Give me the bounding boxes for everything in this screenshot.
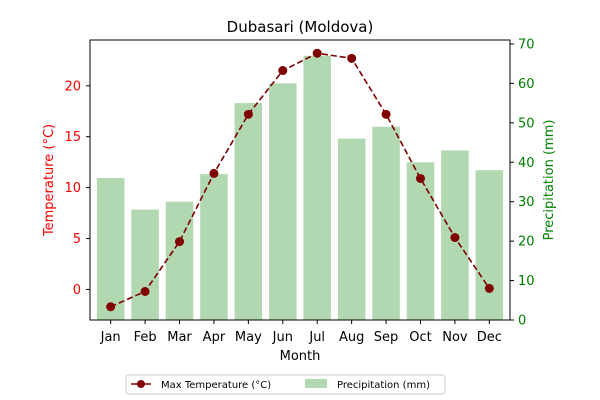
- y-right-tick-label: 20: [518, 235, 535, 250]
- temperature-point-apr: [209, 168, 219, 178]
- y-right-tick-label: 50: [518, 116, 535, 131]
- y-left-tick-label: 10: [64, 181, 81, 196]
- y-axis-left: 0 5 10 15 20: [64, 79, 90, 298]
- legend-frame: [125, 374, 446, 395]
- y-left-tick-label: 0: [73, 283, 81, 298]
- precipitation-bars: [96, 55, 504, 321]
- y-right-tick-label: 10: [518, 274, 535, 289]
- temperature-point-jun: [278, 66, 288, 76]
- precip-bar-oct: [406, 162, 435, 320]
- temperature-point-mar: [175, 237, 185, 247]
- x-tick-label: Jan: [100, 330, 121, 345]
- x-tick-label: Sep: [374, 330, 399, 345]
- temperature-line: [106, 48, 494, 312]
- legend-bar-swatch: [305, 379, 327, 388]
- x-tick-label: Dec: [477, 330, 502, 345]
- y-axis-right: 0 10 20 30 40 50 60 70: [510, 37, 535, 329]
- precip-bar-may: [234, 103, 263, 320]
- x-tick-label: Aug: [339, 330, 364, 345]
- x-tick-label: Oct: [409, 330, 431, 345]
- x-axis: Jan Feb Mar Apr May Jun Jul Aug Sep Oct Nov Dec: [100, 320, 502, 345]
- temperature-point-aug: [347, 53, 357, 63]
- precip-bar-aug: [337, 138, 366, 320]
- x-tick-label: Apr: [203, 330, 226, 345]
- temperature-point-jan: [106, 302, 116, 312]
- temperature-point-oct: [415, 173, 425, 183]
- y-left-tick-label: 5: [73, 232, 81, 247]
- legend: Max Temperature (°C) Precipitation (mm): [125, 374, 446, 395]
- legend-label-precipitation: Precipitation (mm): [337, 380, 430, 391]
- temperature-point-jul: [312, 48, 322, 58]
- temperature-point-nov: [450, 233, 460, 243]
- temperature-line-path: [110, 52, 491, 308]
- legend-label-temperature: Max Temperature (°C): [161, 380, 271, 391]
- precip-bar-jan: [96, 178, 125, 320]
- precip-bar-sep: [372, 126, 400, 321]
- y-axis-right-label: Precipitation (mm): [542, 120, 557, 241]
- y-right-tick-label: 70: [518, 37, 535, 52]
- legend-marker-swatch: [137, 380, 145, 388]
- precip-bar-jun: [269, 83, 297, 320]
- x-tick-label: May: [235, 330, 262, 345]
- y-right-tick-label: 30: [518, 195, 535, 210]
- precip-bar-apr: [200, 174, 228, 320]
- temperature-point-sep: [381, 109, 391, 119]
- x-axis-label: Month: [280, 349, 321, 364]
- temperature-point-dec: [484, 283, 494, 293]
- y-right-tick-label: 0: [518, 314, 526, 329]
- precip-bar-feb: [131, 209, 159, 320]
- y-axis-left-label: Temperature (°C): [42, 124, 57, 237]
- x-tick-label: Jul: [308, 330, 325, 345]
- y-left-tick-label: 15: [64, 130, 81, 145]
- precip-bar-jul: [303, 55, 331, 320]
- x-tick-label: Mar: [167, 330, 192, 345]
- x-tick-label: Nov: [442, 330, 468, 345]
- y-right-tick-label: 60: [518, 77, 535, 92]
- precip-bar-dec: [475, 170, 504, 320]
- x-tick-label: Jun: [272, 330, 293, 345]
- precip-bar-mar: [165, 201, 194, 320]
- y-left-tick-label: 20: [64, 79, 81, 94]
- y-right-tick-label: 40: [518, 156, 535, 171]
- chart-title: Dubasari (Moldova): [227, 18, 374, 36]
- x-tick-label: Feb: [134, 330, 157, 345]
- plot-frame: [89, 39, 511, 321]
- temperature-point-may: [243, 109, 253, 119]
- temperature-point-feb: [140, 286, 150, 296]
